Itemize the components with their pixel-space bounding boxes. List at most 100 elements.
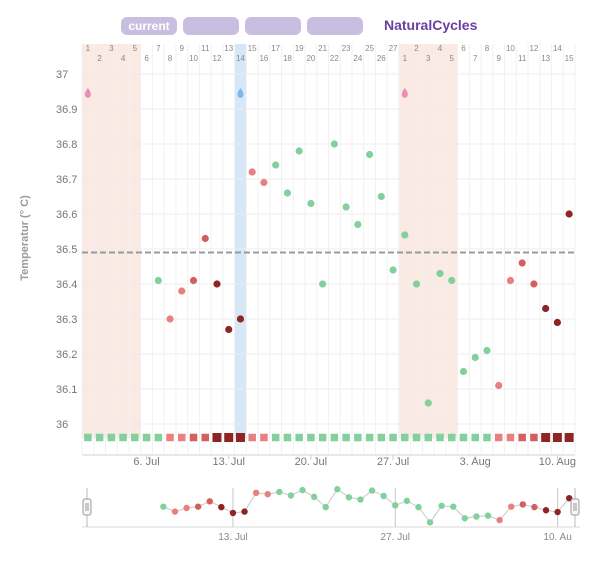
date-tick-label: 20. Jul xyxy=(295,456,327,468)
cycle-day-label: 3 xyxy=(426,54,431,63)
cycle-day-label: 16 xyxy=(259,54,268,63)
cycle-day-label: 6 xyxy=(461,44,466,53)
navigator-point xyxy=(368,487,376,494)
day-status-square xyxy=(95,433,104,442)
day-status-square xyxy=(84,433,92,442)
navigator-point xyxy=(403,497,411,505)
day-status-square xyxy=(154,433,163,442)
cycle-day-label: 5 xyxy=(450,54,455,63)
y-tick-label: 37 xyxy=(56,69,68,81)
navigator-point xyxy=(426,519,434,526)
y-tick-label: 36.8 xyxy=(56,139,77,151)
temperature-point xyxy=(459,367,468,376)
tab-current[interactable]: current xyxy=(121,17,177,35)
navigator-date-label: 27. Jul xyxy=(381,532,410,543)
day-status-square xyxy=(271,433,280,442)
day-status-square xyxy=(166,433,174,442)
temperature-point xyxy=(166,315,174,323)
temperature-point xyxy=(565,210,573,218)
cycle-day-label: 17 xyxy=(271,44,280,53)
cycle-day-label: 2 xyxy=(414,44,419,53)
navigator-point xyxy=(508,503,515,510)
y-tick-label: 36.2 xyxy=(56,349,77,361)
navigator-right-handle[interactable] xyxy=(570,498,580,516)
day-status-square xyxy=(354,433,362,442)
cycle-day-label: 13 xyxy=(224,44,233,53)
temperature-point xyxy=(307,199,315,208)
day-status-square xyxy=(424,433,433,442)
cycle-day-label: 22 xyxy=(330,54,339,63)
temperature-point xyxy=(436,269,444,278)
cycle-day-label: 8 xyxy=(168,54,173,63)
period-band xyxy=(398,44,458,438)
navigator-point xyxy=(554,508,561,516)
y-tick-label: 36.1 xyxy=(56,384,77,396)
navigator-left-handle[interactable] xyxy=(82,498,92,516)
y-tick-label: 36.4 xyxy=(56,279,77,291)
tab-4[interactable] xyxy=(307,17,363,35)
tab-2[interactable] xyxy=(183,17,239,35)
cycle-day-label: 9 xyxy=(496,54,501,63)
day-status-square xyxy=(260,433,268,442)
day-status-square xyxy=(119,433,127,442)
day-status-square xyxy=(201,433,209,442)
navigator-point xyxy=(542,507,550,514)
temperature-point xyxy=(389,266,397,274)
temperature-point xyxy=(225,325,233,334)
temperature-point xyxy=(319,280,327,288)
cycle-day-label: 3 xyxy=(109,44,114,53)
cycle-day-label: 12 xyxy=(529,44,538,53)
day-status-square xyxy=(330,433,339,442)
cycle-day-label: 4 xyxy=(121,54,126,63)
navigator-point xyxy=(566,494,573,502)
day-status-square xyxy=(483,433,491,442)
cycle-day-label: 6 xyxy=(144,54,149,63)
y-tick-label: 36.7 xyxy=(56,174,77,186)
day-status-square xyxy=(178,433,186,442)
date-tick-label: 10. Aug xyxy=(539,456,576,468)
temperature-point xyxy=(272,161,280,169)
temperature-point xyxy=(401,231,409,239)
day-status-square xyxy=(506,433,515,442)
ovulation-droplet-icon xyxy=(237,88,244,98)
temperature-point xyxy=(424,399,432,407)
navigator-point xyxy=(484,512,492,519)
cycle-day-label: 19 xyxy=(295,44,304,53)
temperature-point xyxy=(553,318,561,327)
day-status-square xyxy=(377,433,386,442)
day-status-square xyxy=(552,433,562,442)
navigator-line xyxy=(163,488,570,524)
cycle-day-label: 23 xyxy=(342,44,351,53)
cycle-day-label: 7 xyxy=(473,54,478,63)
cycle-day-label: 1 xyxy=(86,44,91,53)
day-status-square xyxy=(131,433,139,442)
navigator-point xyxy=(160,503,167,510)
temperature-point xyxy=(483,346,491,355)
temperature-point xyxy=(189,276,198,285)
temperature-point xyxy=(330,140,338,148)
navigator-point xyxy=(206,498,213,505)
temperature-point xyxy=(365,150,374,159)
cycle-day-label: 13 xyxy=(541,54,550,63)
y-tick-label: 36.6 xyxy=(56,209,77,221)
date-tick-label: 13. Jul xyxy=(213,456,245,468)
day-status-square xyxy=(459,433,468,442)
navigator-point xyxy=(322,503,329,511)
navigator-point xyxy=(264,490,271,498)
temperature-point xyxy=(530,280,538,288)
navigator-point xyxy=(218,503,225,511)
temperature-point xyxy=(471,353,479,362)
period-droplet-icon xyxy=(84,88,91,98)
day-status-square xyxy=(107,433,116,442)
ovulation-band xyxy=(234,44,247,438)
y-tick-label: 36.3 xyxy=(56,314,77,326)
cycle-day-label: 15 xyxy=(565,54,574,63)
cycle-day-label: 14 xyxy=(553,44,562,53)
temperature-point xyxy=(342,203,350,211)
day-status-square xyxy=(471,433,479,442)
cycle-day-label: 25 xyxy=(365,44,374,53)
tab-3[interactable] xyxy=(245,17,301,35)
navigator-point xyxy=(299,486,306,494)
